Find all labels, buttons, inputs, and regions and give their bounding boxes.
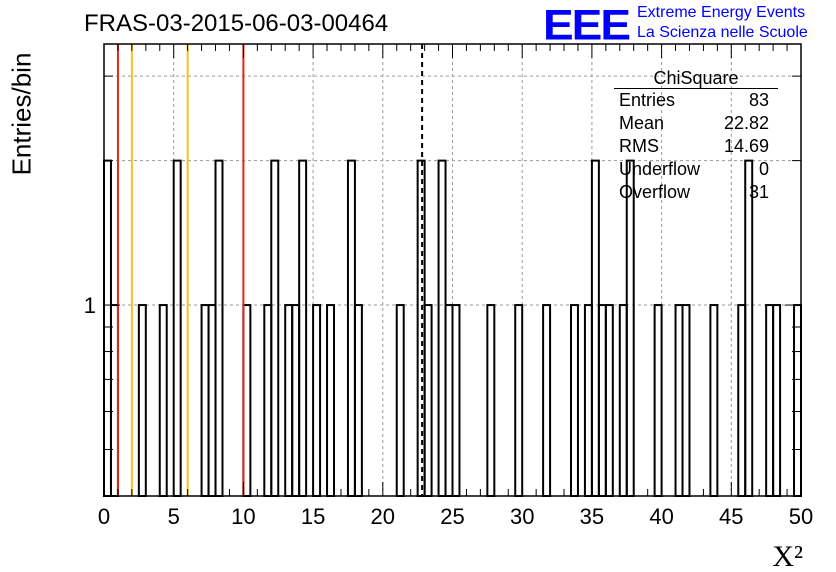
logo-line-2: La Scienza nelle Scuole: [637, 24, 808, 41]
histogram-bin: [569, 304, 579, 497]
chart-title: FRAS-03-2015-06-03-00464: [84, 10, 389, 37]
x-tick-label: 0: [98, 504, 110, 529]
histogram-bin: [263, 304, 273, 497]
stats-box-title: ChiSquare: [614, 68, 778, 89]
histogram-bin: [590, 159, 600, 497]
y-tick-label: 1: [84, 293, 96, 318]
x-tick-label: 35: [580, 504, 604, 529]
histogram-bin: [604, 304, 614, 497]
x-tick-label: 50: [789, 504, 813, 529]
histogram-bin: [270, 159, 280, 497]
histogram-bin: [214, 159, 224, 497]
histogram-bin: [137, 304, 147, 497]
histogram-bin: [744, 159, 754, 497]
logo-line-1: Extreme Energy Events: [637, 4, 806, 21]
stats-label: Entries: [619, 90, 676, 110]
x-tick-label: 10: [231, 504, 255, 529]
eee-logo: EEE: [543, 0, 631, 49]
histogram-bin: [158, 304, 168, 497]
stats-row-underflow: Underflow 0: [610, 158, 778, 181]
stats-value: 83: [748, 90, 769, 110]
stats-value: 0: [758, 159, 769, 179]
histogram-bin: [437, 159, 447, 497]
x-tick-label: 20: [371, 504, 395, 529]
histogram-bin: [326, 304, 336, 497]
x-axis-label: X²: [772, 540, 803, 572]
histogram-bin: [423, 304, 433, 497]
x-tick-label: 45: [719, 504, 743, 529]
stats-value: 22.82: [723, 113, 769, 133]
stats-label: Overflow: [619, 182, 691, 202]
histogram-bin: [207, 304, 217, 497]
stats-box: ChiSquare Entries 83 Mean 22.82 RMS 14.69 U…: [610, 68, 778, 204]
histogram-bin: [674, 304, 684, 497]
histogram-bin: [737, 304, 747, 497]
histogram-bin: [353, 304, 363, 497]
histogram-bin: [514, 304, 524, 497]
stats-label: Underflow: [619, 159, 701, 179]
x-tick-label: 5: [168, 504, 180, 529]
histogram-bin: [653, 304, 663, 497]
x-tick-label: 30: [510, 504, 534, 529]
stats-value: 31: [748, 182, 769, 202]
stats-row-overflow: Overflow 31: [610, 181, 778, 204]
x-tick-label: 15: [301, 504, 325, 529]
histogram-bin: [451, 304, 461, 497]
histogram-bin: [618, 304, 628, 497]
histogram-bin: [793, 304, 803, 497]
histogram-bin: [291, 304, 301, 497]
histogram-bin: [312, 304, 322, 497]
histogram-bin: [444, 304, 454, 497]
stats-row-entries: Entries 83: [610, 89, 778, 112]
histogram-bin: [486, 304, 496, 497]
histogram-bin: [109, 304, 119, 497]
histogram-bin: [681, 304, 691, 497]
histogram-bin: [284, 304, 294, 497]
histogram-bin: [172, 159, 182, 497]
stats-value: 14.69: [723, 136, 769, 156]
histogram-bin: [583, 304, 593, 497]
stats-label: RMS: [619, 136, 659, 156]
histogram-bin: [772, 304, 782, 497]
x-tick-label: 25: [440, 504, 464, 529]
histogram-bin: [103, 159, 112, 497]
histogram-bin: [346, 159, 356, 497]
histogram-bin: [542, 304, 552, 497]
stats-row-rms: RMS 14.69: [610, 135, 778, 158]
histogram-bin: [765, 304, 775, 497]
histogram-bin: [200, 304, 210, 497]
stats-row-mean: Mean 22.82: [610, 112, 778, 135]
histogram-bin: [625, 159, 635, 497]
x-tick-label: 40: [649, 504, 673, 529]
histogram-bin: [709, 304, 719, 497]
histogram-bin: [298, 159, 308, 497]
histogram-bin: [597, 304, 607, 497]
histogram-bin: [242, 304, 252, 497]
histogram-bin: [395, 304, 405, 497]
stats-label: Mean: [619, 113, 665, 133]
